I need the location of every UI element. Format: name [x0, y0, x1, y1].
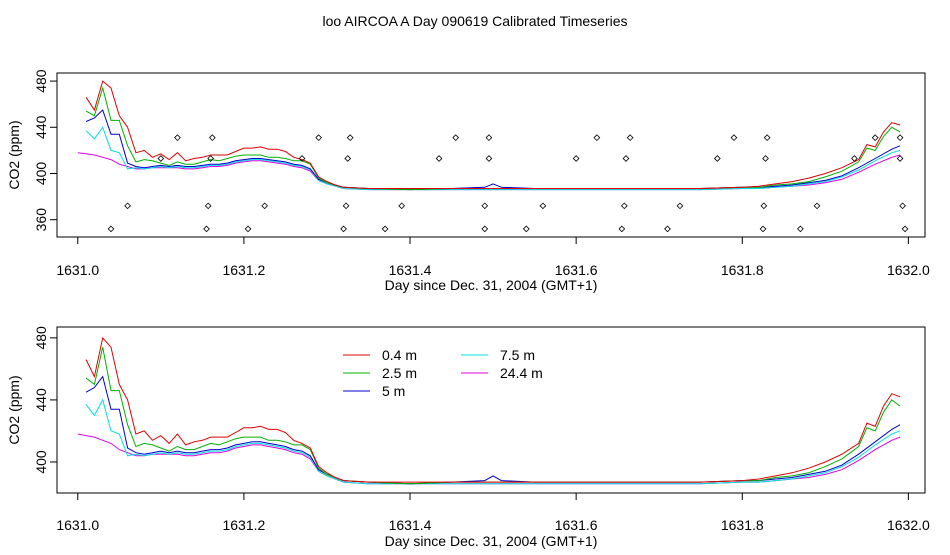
- diagnostic-point: [481, 225, 489, 233]
- diagnostic-point: [896, 155, 904, 162]
- diagnostic-point: [664, 225, 671, 233]
- x-tick-label: 1631.2: [222, 517, 265, 533]
- series-lines: [77, 336, 901, 485]
- legend-label: 2.5 m: [382, 365, 417, 381]
- diagnostic-point: [871, 134, 879, 142]
- y-tick-label: 360: [33, 208, 49, 232]
- y-tick-label: 440: [33, 115, 49, 139]
- x-axis-label: Day since Dec. 31, 2004 (GMT+1): [385, 533, 598, 549]
- panel-top: 1631.0 1631.2 1631.4 1631.6 1631.8 1632.0 360 4…: [6, 69, 930, 293]
- diagnostic-point: [340, 225, 347, 233]
- diagnostic-point: [730, 134, 738, 142]
- diagnostic-point: [208, 134, 216, 142]
- series-line-0-4-m: [85, 80, 901, 189]
- diagnostic-point: [851, 155, 858, 162]
- diagnostic-point: [626, 134, 634, 142]
- diagnostic-point: [346, 134, 354, 142]
- panel-bottom: 1631.0 1631.2 1631.4 1631.6 1631.8 1632.0 400 4…: [6, 326, 930, 549]
- diagnostic-point: [676, 202, 684, 210]
- series-line-2-5-m: [85, 86, 901, 191]
- plot-frame: [56, 326, 926, 494]
- diagnostic-point: [485, 134, 493, 142]
- y-tick-label: 440: [33, 388, 49, 412]
- y-tick-label: 400: [33, 450, 49, 474]
- diagnostic-point: [174, 134, 181, 142]
- diagnostic-point: [622, 155, 630, 162]
- diagnostic-point: [713, 155, 721, 162]
- diagnostic-point: [539, 202, 547, 210]
- series-line-7-5-m: [85, 126, 901, 191]
- diagnostic-point: [203, 225, 210, 233]
- x-tick-label: 1631.4: [389, 262, 432, 278]
- diagnostic-point: [813, 202, 821, 210]
- diagnostic-point: [381, 225, 389, 233]
- diagnostic-point: [298, 155, 306, 162]
- x-axis-label: Day since Dec. 31, 2004 (GMT+1): [385, 277, 598, 293]
- diagnostic-point: [107, 225, 115, 233]
- diagnostic-point: [481, 202, 489, 210]
- diagnostic-point: [618, 225, 626, 233]
- x-tick-label: 1631.6: [555, 262, 598, 278]
- x-tick-label: 1631.4: [389, 517, 432, 533]
- diagnostic-point: [452, 134, 460, 142]
- x-tick-label: 1632.0: [887, 262, 930, 278]
- series-line-0-4-m: [85, 336, 901, 483]
- y-axis-label: CO2 (ppm): [6, 120, 22, 189]
- diagnostic-point: [261, 202, 269, 210]
- series-line-2-5-m: [85, 347, 901, 485]
- diagnostic-point: [522, 225, 530, 233]
- x-tick-label: 1631.0: [56, 262, 99, 278]
- x-tick-label: 1631.8: [721, 517, 764, 533]
- diagnostic-point: [124, 202, 131, 210]
- legend: 0.4 m 2.5 m 5 m 7.5 m 24.4 m: [343, 347, 543, 399]
- y-axis-label: CO2 (ppm): [6, 375, 22, 444]
- diagnostic-point: [485, 155, 493, 162]
- diagnostic-point: [797, 225, 804, 233]
- diagnostic-point: [593, 134, 601, 142]
- y-tick-label: 400: [33, 162, 49, 186]
- diagnostic-point: [204, 202, 212, 210]
- y-tick-label: 480: [33, 326, 49, 350]
- diagnostic-point: [398, 202, 406, 210]
- plot-frame: [56, 72, 926, 238]
- diagnostic-point: [315, 134, 323, 142]
- y-tick-label: 480: [33, 69, 49, 93]
- diagnostic-point: [763, 134, 771, 142]
- diagnostic-point: [157, 155, 165, 162]
- legend-label: 7.5 m: [500, 347, 535, 363]
- x-tick-label: 1632.0: [887, 517, 930, 533]
- diagnostic-point: [901, 225, 909, 233]
- diagnostic-point: [435, 155, 443, 162]
- x-tick-label: 1631.8: [721, 262, 764, 278]
- x-tick-label: 1631.2: [222, 262, 265, 278]
- series-line-5-m: [85, 109, 901, 191]
- x-tick-label: 1631.0: [56, 517, 99, 533]
- series-lines: [77, 80, 901, 191]
- diagnostic-point: [896, 134, 904, 142]
- diagnostic-point: [342, 202, 350, 210]
- diagnostic-point: [344, 155, 352, 162]
- diagnostic-point: [759, 225, 767, 233]
- x-tick-label: 1631.6: [555, 517, 598, 533]
- series-line-7-5-m: [85, 398, 901, 485]
- diagnostic-point: [572, 155, 580, 162]
- diagnostic-point: [244, 225, 252, 233]
- diagnostic-point: [762, 155, 769, 162]
- chart-title: loo AIRCOA A Day 090619 Calibrated Times…: [322, 13, 627, 29]
- diagnostic-point: [620, 202, 628, 210]
- diagnostic-point: [207, 155, 215, 162]
- legend-label: 0.4 m: [382, 347, 417, 363]
- series-line-24-4-m: [77, 433, 901, 485]
- series-line-5-m: [85, 375, 901, 485]
- legend-label: 5 m: [382, 383, 405, 399]
- diagnostic-point: [899, 202, 906, 210]
- diagnostic-point: [760, 202, 768, 210]
- legend-label: 24.4 m: [500, 365, 543, 381]
